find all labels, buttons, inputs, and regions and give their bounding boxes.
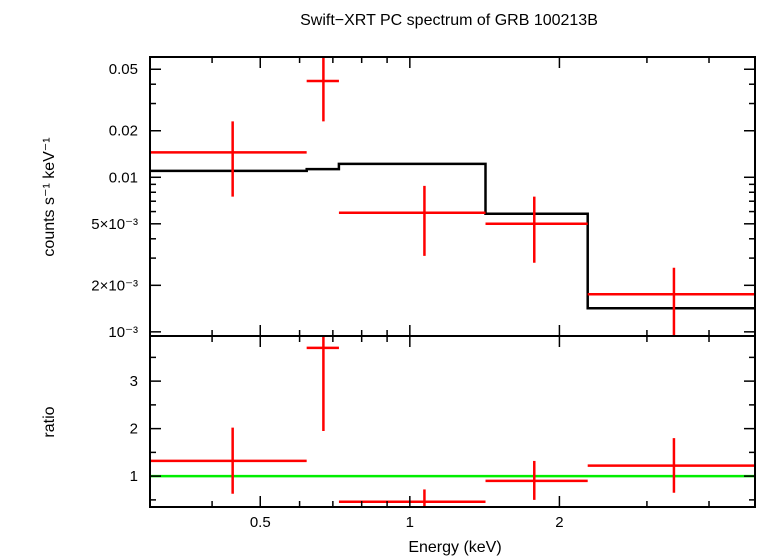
spectrum-data-point-5: [587, 267, 755, 336]
spectrum-data-point-4: [485, 196, 588, 263]
ratio-frame: [149, 335, 756, 508]
ratio-y-tick-label: 2: [130, 421, 138, 438]
spectrum-y-tick-label: 0.01: [109, 169, 138, 186]
spectrum-panel: 0.05 0.02 0.01 5×10⁻³ 2×10⁻³ 10⁻³: [91, 56, 756, 341]
spectrum-y-tick-label: 0.05: [109, 61, 138, 78]
model-step-line: [150, 162, 755, 310]
spectrum-y-tick-label: 5×10⁻³: [91, 216, 138, 233]
ratio-y-tick-label: 3: [130, 373, 138, 390]
ratio-y-tick-label: 1: [130, 468, 138, 485]
ratio-data-point-4: [485, 460, 588, 500]
spectrum-data-point-2: [306, 57, 339, 122]
spectrum-data-point-3: [338, 185, 486, 256]
ratio-data-point-3: [338, 489, 486, 507]
spectrum-data-point-1: [150, 121, 307, 197]
spectrum-y-tick-label: 0.02: [109, 123, 138, 140]
spectrum-y-tick-label: 2×10⁻³: [91, 277, 138, 294]
x-tick-label: 1: [406, 514, 414, 531]
ratio-data-point-2: [306, 336, 339, 431]
x-tick-label: 0.5: [250, 514, 271, 531]
x-axis-label: Energy (keV): [408, 539, 501, 556]
x-tick-label: 2: [555, 514, 563, 531]
ratio-y-axis-label: ratio: [41, 406, 58, 437]
ratio-panel: 1 2 3 0.5 1 2: [130, 335, 756, 531]
ratio-data-point-1: [150, 427, 307, 494]
spectrum-y-axis-label: counts s⁻¹ keV⁻¹: [41, 137, 58, 256]
spectrum-y-tick-label: 10⁻³: [108, 324, 138, 341]
ratio-data-point-5: [587, 438, 755, 493]
chart-title: Swift−XRT PC spectrum of GRB 100213B: [300, 12, 598, 29]
